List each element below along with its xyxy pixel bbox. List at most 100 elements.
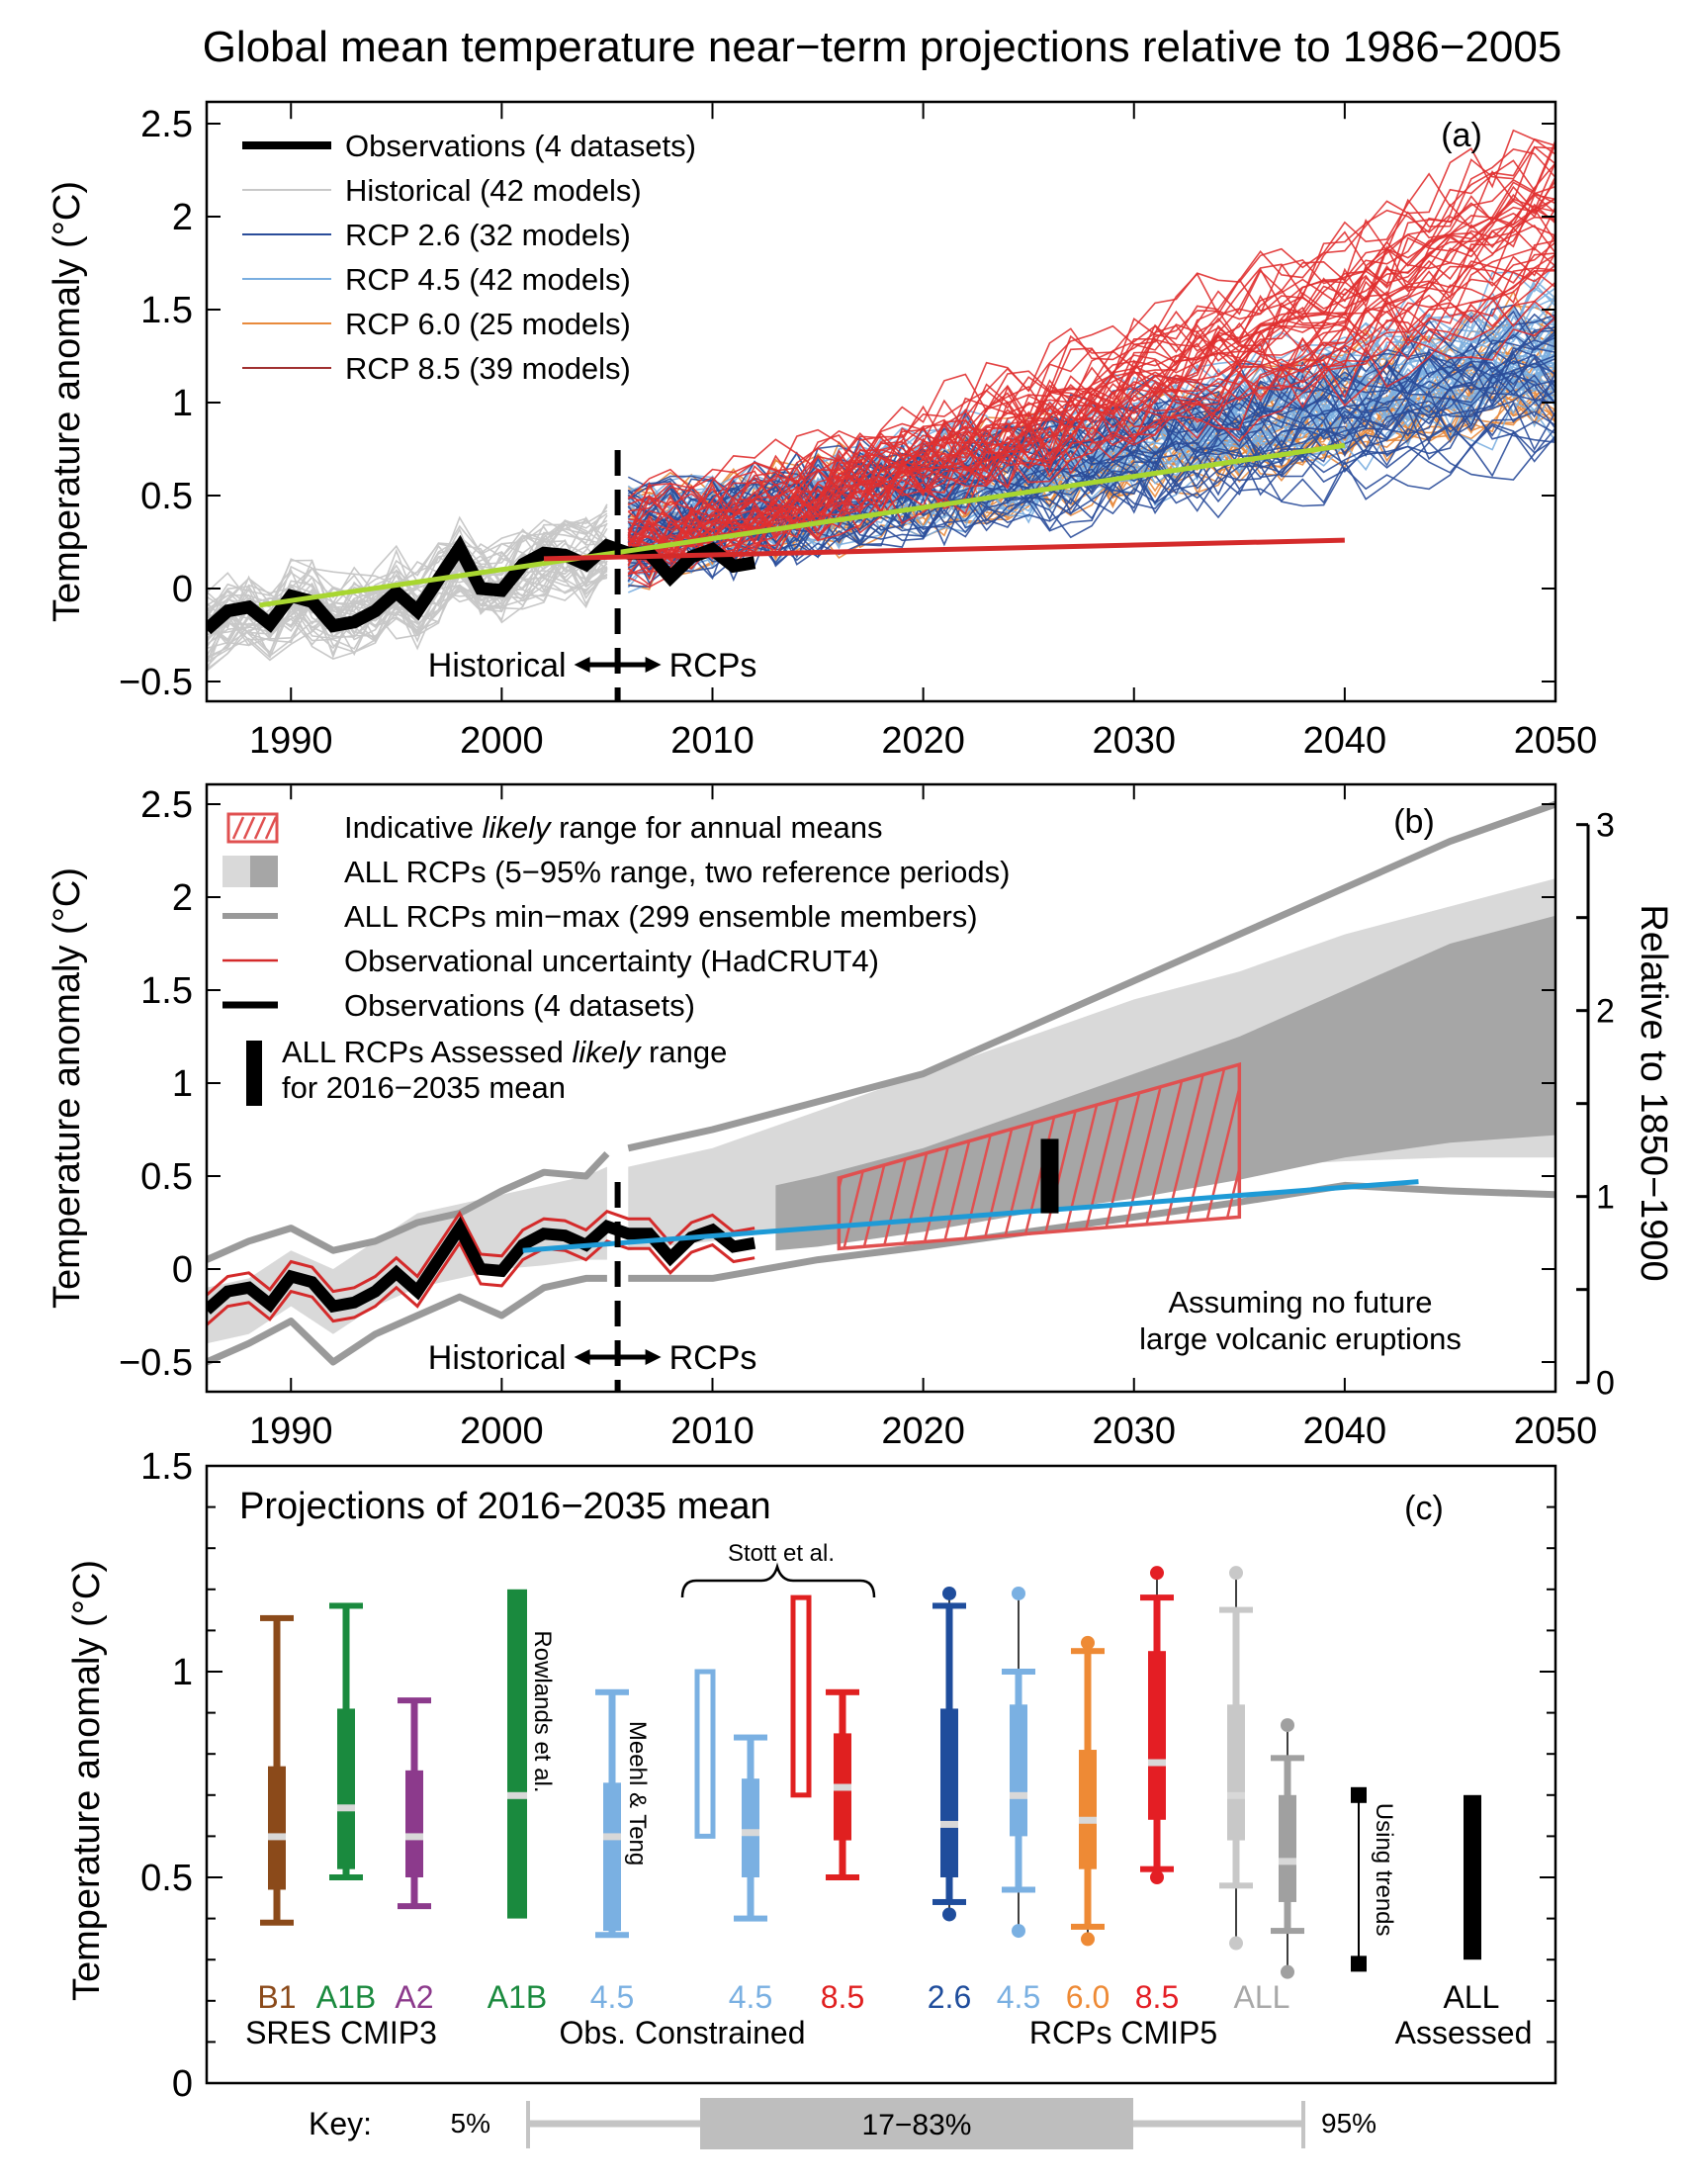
all-rcps-minmax-line	[628, 1181, 1555, 1282]
box-category-label: 8.5	[821, 1979, 864, 2015]
box-category-label: 4.5	[729, 1979, 772, 2015]
median-mark	[1148, 1759, 1166, 1767]
group-label-sres: SRES CMIP3	[245, 2015, 437, 2050]
key-mid-label: 17−83%	[862, 2109, 972, 2141]
historical-label: Historical	[428, 647, 567, 684]
side-note: Meehl & Teng	[624, 1721, 651, 1866]
legend-label: Observations (4 datasets)	[344, 988, 695, 1023]
p5-cap	[1071, 1923, 1105, 1930]
open-range-box	[694, 1669, 716, 1839]
ytick-label: 0	[172, 569, 193, 610]
box-unlabeled	[1464, 1794, 1481, 1960]
all-rcps-5-95-band-recent-reference	[775, 915, 1555, 1251]
rcp-model-line	[627, 356, 1555, 582]
all-rcps-minmax-line	[627, 800, 1555, 1152]
box-category-label: ALL	[1234, 1979, 1290, 2015]
panel-b-legend: Indicative likely range for annual means…	[222, 810, 1010, 1106]
rcp-model-line	[628, 212, 1555, 548]
iqr-box	[603, 1782, 621, 1932]
min-dot	[1229, 1936, 1243, 1951]
rcp-model-line	[628, 180, 1555, 567]
open-range-box	[790, 1594, 812, 1798]
y2-tick-label: 1	[1596, 1179, 1615, 1217]
box-A2	[398, 1697, 431, 1910]
group-label-all: ALL	[1444, 1979, 1500, 2015]
iqr-box	[1148, 1651, 1166, 1820]
iqr-box	[268, 1766, 286, 1890]
all-rcps-minmax-line	[207, 1274, 607, 1366]
iqr-box	[1010, 1704, 1027, 1837]
rcp-model-line	[627, 253, 1555, 551]
p95-cap	[932, 1602, 966, 1609]
panel-b-axes: −0.5 0 0.5 1 1.5 2 2.5 1990 2000 2010 2020 2030 2040…	[119, 784, 1615, 1452]
legend-hatch-line	[264, 816, 278, 840]
ytick-label: −0.5	[119, 662, 193, 703]
xtick-label: 2010	[670, 720, 755, 762]
iqr-box	[940, 1708, 958, 1877]
ytick-label: 2	[172, 877, 193, 919]
p5-cap	[826, 1874, 859, 1880]
panel-b-y2label: Relative to 1850−1900	[1633, 904, 1674, 1281]
box-A1B: Rowlands et al.	[507, 1589, 556, 1919]
p95-cap	[1140, 1594, 1174, 1601]
p95-cap	[260, 1614, 294, 1621]
panel-a-data	[207, 129, 1555, 673]
stott-bracket	[680, 1562, 876, 1598]
legend-hatch-line	[231, 816, 245, 840]
p95-cap	[1219, 1606, 1253, 1613]
legend-label: RCP 8.5 (39 models)	[345, 351, 631, 386]
figure-title: Global mean temperature near−term projec…	[203, 23, 1562, 71]
trend-range-cap	[1351, 1956, 1367, 1972]
rcp-model-line	[627, 145, 1555, 567]
y2-tick-label: 2	[1596, 993, 1615, 1031]
p95-cap	[1002, 1669, 1035, 1675]
obs-uncertainty-upper	[207, 1209, 755, 1297]
rcp-model-line	[627, 129, 1555, 539]
p95-cap	[734, 1734, 767, 1741]
key-p95-label: 95%	[1321, 2108, 1376, 2138]
iqr-box	[1279, 1794, 1296, 1902]
iqr-box	[405, 1770, 423, 1877]
panel-c-key: Key: 5% 17−83% 95%	[309, 2098, 1376, 2149]
median-mark	[742, 1829, 759, 1837]
box-category-label: A1B	[316, 1979, 376, 2015]
assessed-range-bar	[1464, 1794, 1481, 1960]
key-label: Key:	[309, 2106, 372, 2141]
panel-c-axes: 0 0.5 1 1.5	[140, 1446, 1555, 2105]
box-unlabeled	[694, 1669, 716, 1839]
xtick-label: 2050	[1514, 1410, 1598, 1452]
p5-cap	[1140, 1866, 1174, 1872]
legend-hatch-swatch	[226, 812, 279, 844]
rcp-model-line	[627, 207, 1555, 530]
panel-c-boxes: Rowlands et al. Meehl & Teng Using trends	[260, 1566, 1481, 1979]
box-6.0	[1071, 1635, 1105, 1947]
panel-b-note-line2: large volcanic eruptions	[1139, 1321, 1462, 1356]
side-note: Using trends	[1371, 1803, 1397, 1937]
min-dot	[1150, 1870, 1164, 1884]
iqr-box	[337, 1708, 355, 1869]
panel-c: 0 0.5 1 1.5 (c) Projections of 2016−2035 me…	[66, 1446, 1557, 2105]
trend-range-cap	[1351, 1786, 1367, 1803]
box-4.5	[1002, 1586, 1035, 1939]
median-mark	[268, 1833, 286, 1841]
box-8.5	[826, 1688, 859, 1880]
median-mark	[1227, 1791, 1245, 1799]
stott-label: Stott et al.	[728, 1540, 835, 1567]
box-unlabeled: Using trends	[1351, 1786, 1397, 1972]
rcp-model-line	[627, 383, 1555, 578]
box-4.5: Meehl & Teng	[595, 1688, 651, 1939]
p95-cap	[398, 1697, 431, 1704]
p5-cap	[595, 1932, 629, 1939]
panel-a-axes: −0.5 0 0.5 1 1.5 2 2.5 1990 2000 2010 2020 2030 2040…	[119, 103, 1597, 762]
assessed-likely-range-bar	[1040, 1138, 1059, 1214]
p95-cap	[826, 1688, 859, 1695]
ytick-label: 1.5	[140, 970, 193, 1012]
p5-cap	[932, 1898, 966, 1905]
xtick-label: 2050	[1514, 720, 1598, 762]
trend-line	[258, 442, 1346, 608]
xtick-label: 2020	[881, 720, 965, 762]
legend-label: Historical (42 models)	[345, 173, 642, 208]
max-dot	[1229, 1566, 1243, 1581]
rcps-label: RCPs	[669, 1339, 757, 1377]
